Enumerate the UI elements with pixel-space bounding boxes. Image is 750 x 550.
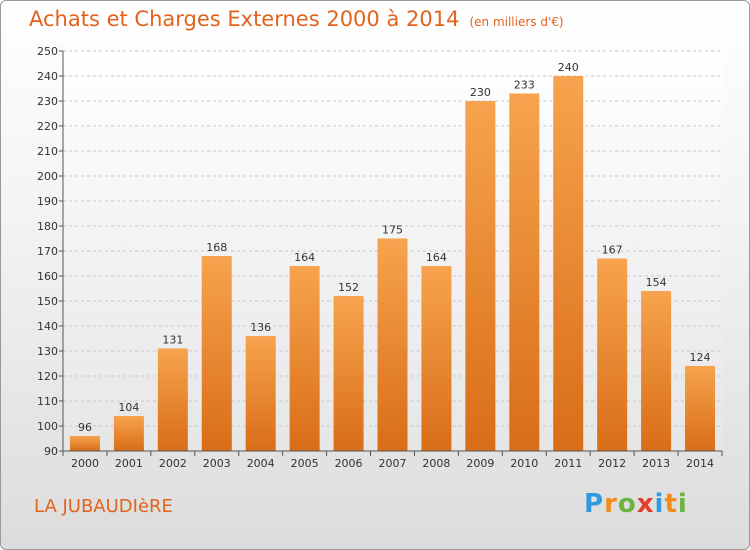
x-axis: 2000 2001 2002 2003 2004 2005 2006 2007 2008 2009… xyxy=(62,450,723,470)
y-tick-label: 180 xyxy=(37,220,58,233)
data-label: 167 xyxy=(602,244,623,257)
x-tick-label: 2000 xyxy=(71,457,99,470)
data-label: 233 xyxy=(514,79,535,92)
bar xyxy=(377,238,408,451)
data-label: 164 xyxy=(426,251,447,264)
bar xyxy=(421,266,452,451)
y-axis: 90 100 110 120 130 140 150 160 170 180 190 200 210 22… xyxy=(37,45,64,458)
logo-letter: P xyxy=(584,489,605,519)
value-labels: 96 104 131 168 136 164 152 175 164 230 233 240 167 15… xyxy=(78,61,711,434)
x-tick-label: 2013 xyxy=(642,457,670,470)
data-label: 168 xyxy=(206,241,227,254)
x-tick-label: 2010 xyxy=(510,457,538,470)
bar xyxy=(245,336,276,451)
y-tick-label: 140 xyxy=(37,320,58,333)
x-tick-label: 2011 xyxy=(554,457,582,470)
bar xyxy=(69,436,100,451)
logo-letter: i xyxy=(677,489,688,519)
y-tick-label: 250 xyxy=(37,45,58,58)
y-tick-label: 230 xyxy=(37,95,58,108)
logo-letter: r xyxy=(604,489,618,519)
logo-letter: x xyxy=(636,489,655,519)
y-tick-label: 90 xyxy=(44,445,58,458)
y-tick-label: 210 xyxy=(37,145,58,158)
y-tick-label: 130 xyxy=(37,345,58,358)
chart-title: Achats et Charges Externes 2000 à 2014 (e… xyxy=(29,7,564,31)
y-tick-label: 200 xyxy=(37,170,58,183)
y-tick-label: 170 xyxy=(37,245,58,258)
y-tick-label: 110 xyxy=(37,395,58,408)
bar xyxy=(113,416,144,451)
data-label: 136 xyxy=(250,321,271,334)
chart-subtitle: (en milliers d'€) xyxy=(469,15,564,29)
bar xyxy=(641,291,672,451)
data-label: 96 xyxy=(78,421,92,434)
data-label: 104 xyxy=(118,401,139,414)
data-label: 152 xyxy=(338,281,359,294)
x-tick-label: 2007 xyxy=(379,457,407,470)
y-tick-label: 100 xyxy=(37,420,58,433)
x-tick-label: 2014 xyxy=(686,457,714,470)
x-tick-label: 2009 xyxy=(466,457,494,470)
bar xyxy=(553,76,584,451)
data-label: 154 xyxy=(646,276,667,289)
x-tick-label: 2001 xyxy=(115,457,143,470)
proxiti-logo: Proxiti xyxy=(584,489,688,519)
x-tick-label: 2012 xyxy=(598,457,626,470)
bar xyxy=(465,101,496,451)
y-tick-label: 160 xyxy=(37,270,58,283)
bar xyxy=(333,296,364,451)
bar xyxy=(685,366,716,451)
y-tick-label: 150 xyxy=(37,295,58,308)
data-label: 164 xyxy=(294,251,315,264)
data-label: 131 xyxy=(162,334,183,347)
y-tick-label: 190 xyxy=(37,195,58,208)
bar xyxy=(597,258,628,451)
data-label: 175 xyxy=(382,224,403,237)
bar xyxy=(201,256,232,451)
x-tick-label: 2008 xyxy=(422,457,450,470)
x-tick-label: 2003 xyxy=(203,457,231,470)
logo-letter: i xyxy=(654,489,665,519)
bar xyxy=(289,266,320,451)
data-label: 230 xyxy=(470,86,491,99)
commune-name: LA JUBAUDIèRE xyxy=(34,496,173,517)
logo-letter: o xyxy=(617,489,637,519)
x-tick-label: 2006 xyxy=(335,457,363,470)
data-label: 240 xyxy=(558,61,579,74)
title-text: Achats et Charges Externes 2000 à 2014 xyxy=(29,7,460,31)
x-tick-label: 2005 xyxy=(291,457,319,470)
y-tick-label: 240 xyxy=(37,70,58,83)
logo-letter: t xyxy=(664,489,678,519)
y-tick-label: 120 xyxy=(37,370,58,383)
y-tick-label: 220 xyxy=(37,120,58,133)
bars xyxy=(69,76,716,451)
bar xyxy=(157,348,188,451)
x-tick-label: 2002 xyxy=(159,457,187,470)
data-label: 124 xyxy=(690,351,711,364)
bar xyxy=(509,93,540,451)
x-tick-label: 2004 xyxy=(247,457,275,470)
